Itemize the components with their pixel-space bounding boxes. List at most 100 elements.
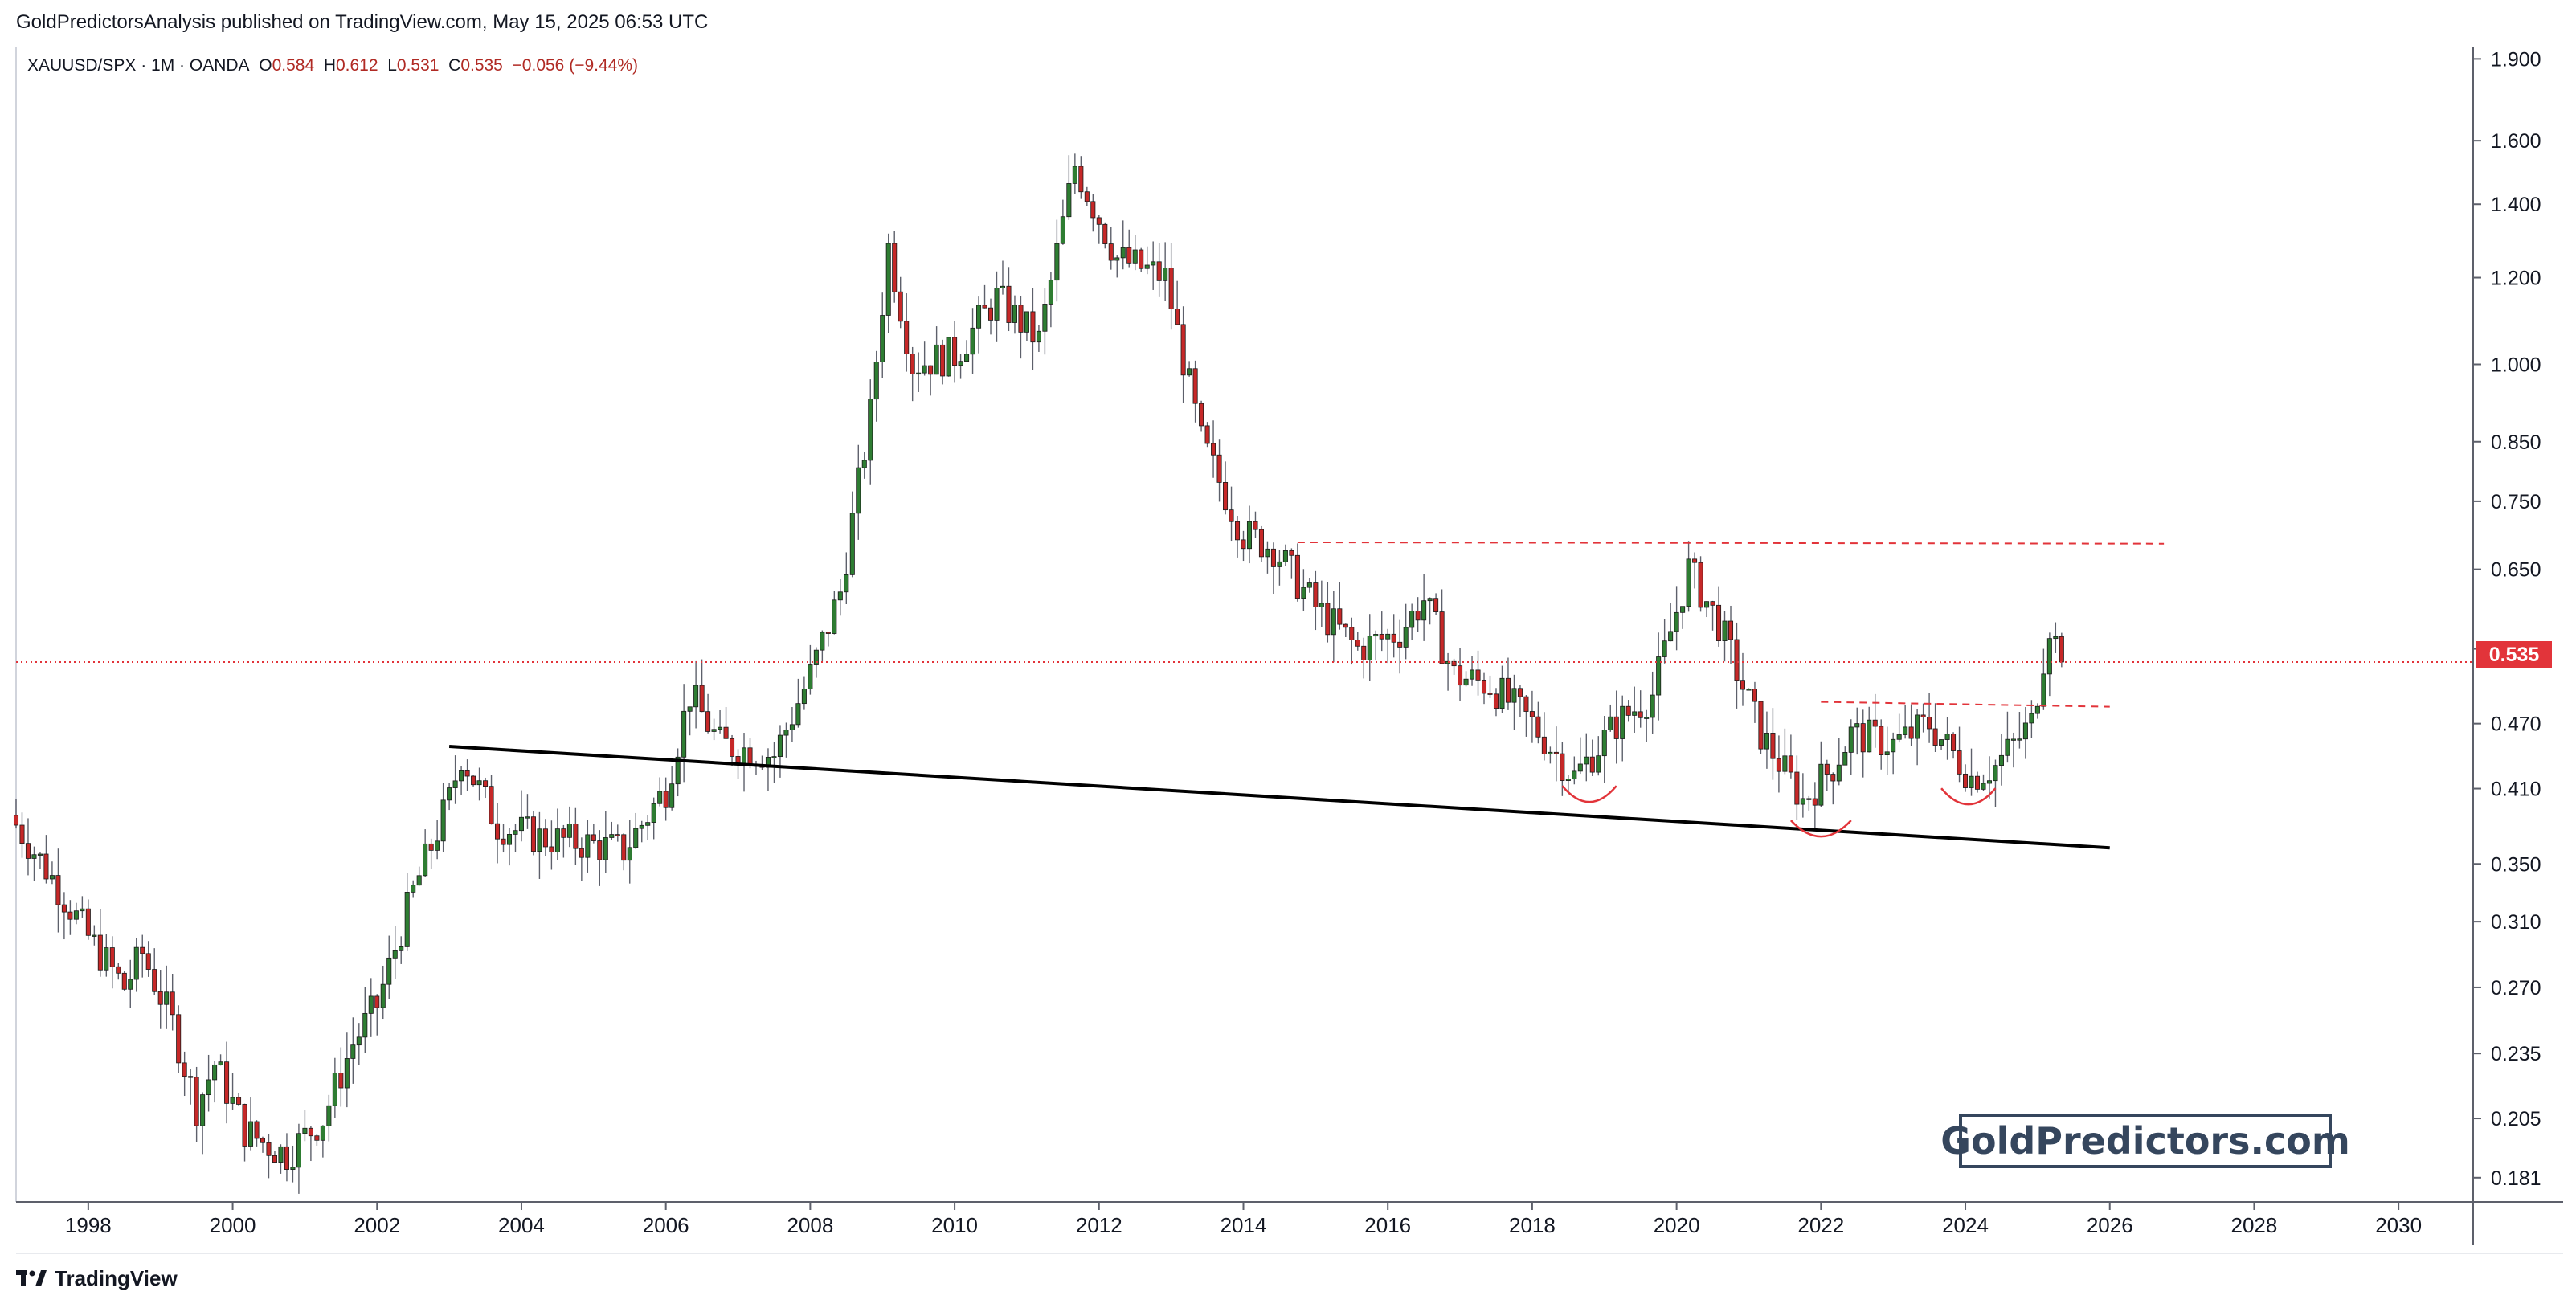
candle-body (1325, 603, 1331, 636)
candle-body (1986, 780, 1993, 784)
candle-body (362, 1012, 368, 1038)
candle-body (1842, 751, 1848, 766)
candle-body (1511, 688, 1517, 703)
candle-body (1884, 751, 1890, 755)
candle-body (206, 1079, 211, 1096)
candle-body (1216, 454, 1222, 483)
candle-body (627, 847, 632, 861)
candle-body (97, 934, 103, 971)
tradingview-logo-icon (16, 1269, 48, 1288)
candle-body (2005, 738, 2010, 756)
candle-body (1939, 739, 1944, 746)
candle-body (873, 362, 879, 400)
candle-body (13, 815, 19, 826)
candle-body (1596, 755, 1601, 773)
candle-body (1282, 550, 1288, 562)
candle-body (308, 1127, 313, 1137)
candle-body (212, 1064, 218, 1081)
candle-body (513, 830, 518, 835)
candle-body (1548, 751, 1553, 754)
candle-body (1415, 611, 1421, 621)
candle-body (85, 908, 91, 936)
candle-body (1258, 529, 1264, 558)
candle-body (1463, 678, 1469, 686)
x-tick-label: 2010 (931, 1213, 978, 1237)
candle-body (2059, 636, 2064, 663)
candle-body (1126, 247, 1132, 264)
candle-body (1313, 582, 1319, 607)
candle-body (542, 828, 548, 848)
y-tick-label: 1.200 (2491, 268, 2541, 290)
candle-body (1704, 601, 1710, 608)
candle-body (1036, 330, 1041, 343)
candle-body (428, 843, 434, 851)
candle-body (1427, 598, 1433, 602)
candle-body (224, 1061, 230, 1104)
candle-body (296, 1133, 301, 1168)
candle-body (904, 321, 910, 354)
candle-body (1042, 304, 1048, 332)
footer-brand[interactable]: TradingView (16, 1266, 178, 1291)
candle-body (1379, 634, 1384, 640)
candle-body (1728, 620, 1734, 640)
candle-body (693, 685, 699, 708)
candle-body (1204, 425, 1210, 444)
candle-body (898, 291, 903, 322)
candle-body (1090, 201, 1096, 219)
candle-body (61, 904, 67, 913)
candle-body (1752, 689, 1757, 702)
candle-body (506, 834, 513, 845)
candle-body (1060, 216, 1065, 244)
candle-body (1782, 755, 1788, 772)
candle-body (718, 726, 723, 730)
support-trendline (448, 745, 2110, 850)
candle-body (230, 1097, 235, 1104)
candle-body (133, 946, 139, 980)
candle-body (603, 837, 608, 860)
close-value: 0.535 (460, 56, 503, 75)
candle-body (242, 1104, 247, 1147)
y-tick-label: 0.181 (2491, 1167, 2541, 1190)
candle-body (1175, 309, 1180, 325)
candle-body (2034, 705, 2040, 714)
candle-body (579, 848, 584, 858)
candle-body (1505, 677, 1511, 703)
candle-body (1192, 368, 1198, 404)
candle-body (849, 513, 855, 575)
candle-body (266, 1142, 272, 1156)
candle-body (825, 632, 831, 634)
candle-body (1608, 716, 1613, 730)
candle-body (1096, 217, 1102, 225)
candle-body (1168, 268, 1174, 309)
upper-resistance-line (1297, 541, 2165, 545)
candle-body (861, 460, 867, 468)
candle-body (832, 599, 837, 634)
candle-body (459, 770, 464, 782)
candle-body (621, 834, 627, 861)
candle-body (356, 1036, 362, 1046)
candle-body (157, 991, 163, 1005)
candle-body (1409, 611, 1415, 628)
x-tick-label: 2006 (643, 1213, 689, 1237)
x-tick-label: 1998 (65, 1213, 112, 1237)
time-axis[interactable]: 1998 2000 2002 2004 2006 2008 2010 2012 2014 2016… (65, 1202, 2422, 1237)
low-value: 0.531 (396, 56, 440, 75)
candle-body (1577, 763, 1583, 772)
candle-body (946, 337, 951, 377)
candle-body (1613, 716, 1619, 739)
close-label: C (448, 56, 461, 75)
candle-body (332, 1073, 337, 1106)
candle-body (940, 344, 946, 377)
candle-body (537, 828, 542, 852)
candle-body (597, 840, 603, 860)
candle-body (1932, 728, 1938, 746)
candle-body (1722, 620, 1728, 641)
y-tick-label: 0.270 (2491, 977, 2541, 999)
candle-body (741, 747, 747, 766)
candle-body (820, 632, 825, 651)
price-axis[interactable]: 1.900 1.600 1.400 1.200 1.000 0.850 0.750 0.650… (2473, 48, 2541, 1190)
symbol-legend: XAUUSD/SPX · 1M · OANDA O0.584 H0.612 L0… (27, 56, 638, 76)
candle-body (591, 834, 596, 841)
candle-body (1668, 631, 1674, 642)
